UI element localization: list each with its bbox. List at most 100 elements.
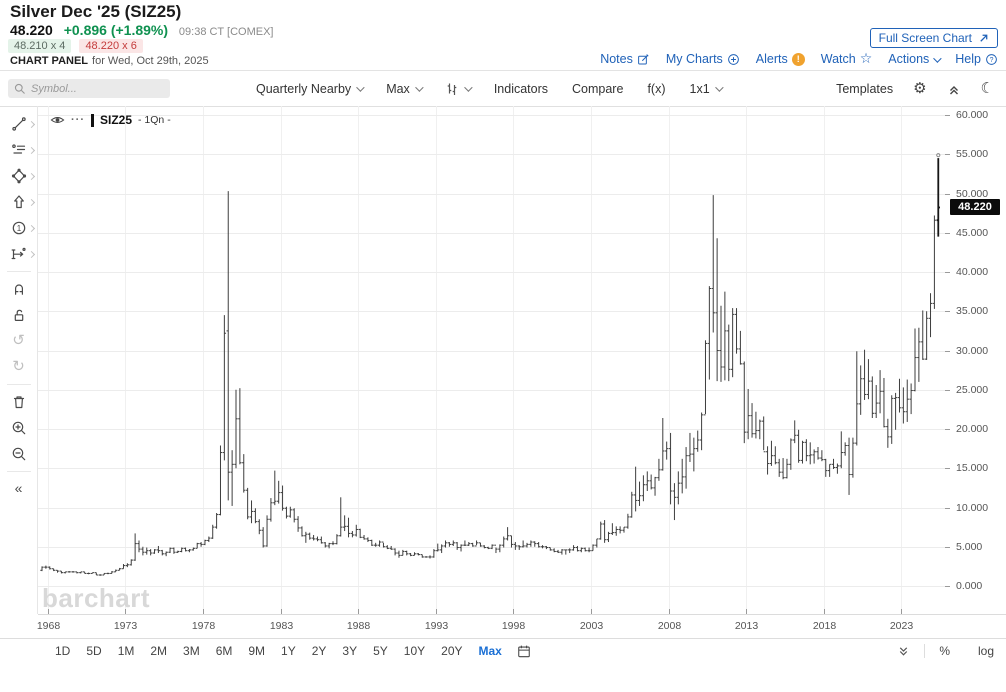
chart-plot-area[interactable]: ··· SIZ25 - 1Qn - barchart (38, 106, 950, 614)
zoom-out-button[interactable] (0, 441, 37, 467)
annotation-tool[interactable] (0, 137, 37, 163)
range-toolbar: 1D 5D 1M 2M 3M 6M 9M 1Y 2Y 3Y 5Y 10Y 20Y Max % log (0, 638, 1006, 663)
caret-down-icon (933, 52, 942, 66)
ask-quote: 48.220 x 6 (79, 39, 143, 53)
y-axis-tick-label: 35.000 (956, 305, 989, 318)
shapes-tool[interactable] (0, 163, 37, 189)
calendar-icon[interactable] (517, 644, 531, 658)
last-bar-marker (936, 153, 941, 158)
range-button-3m[interactable]: 3M (183, 644, 200, 658)
sidebar-separator (6, 271, 31, 272)
range-label: Max (386, 81, 410, 96)
range-button-2m[interactable]: 2M (150, 644, 168, 658)
panel-date: for Wed, Oct 29th, 2025 (92, 55, 209, 67)
x-axis-tick-label: 1978 (191, 620, 216, 632)
magnet-tool[interactable] (0, 276, 37, 302)
header-link-my-charts[interactable]: My Charts (666, 52, 740, 66)
range-button-3y[interactable]: 3Y (342, 644, 358, 658)
header-link-notes[interactable]: Notes (600, 52, 650, 66)
header-link-alerts[interactable]: Alerts! (756, 52, 805, 66)
series-menu-icon[interactable]: ··· (71, 114, 85, 126)
bid-ask-row: 48.210 x 4 48.220 x 6 (8, 39, 148, 53)
grid-layout-dropdown[interactable]: 1x1 (690, 82, 724, 96)
collapse-panel-icon[interactable] (897, 645, 910, 658)
range-button-9m[interactable]: 9M (248, 644, 266, 658)
arrow-tool[interactable] (0, 189, 37, 215)
compare-label: Compare (572, 81, 624, 96)
chevron-down-icon (714, 82, 724, 92)
header-link-label: Help (955, 52, 981, 66)
y-axis-tick-label: 25.000 (956, 383, 989, 396)
price-change: +0.896 (+1.89%) (63, 22, 169, 38)
indicators-button[interactable]: Indicators (494, 82, 548, 96)
header-link-label: Watch (820, 52, 856, 66)
range-button-10y[interactable]: 10Y (403, 644, 426, 658)
chart-legend: ··· SIZ25 - 1Qn - (50, 113, 171, 127)
arrow-tool-icon (11, 194, 27, 210)
collapse-sidebar-button[interactable]: « (0, 476, 37, 502)
shapes-tool-icon (11, 168, 27, 184)
templates-label: Templates (836, 81, 894, 96)
range-button-1y[interactable]: 1Y (281, 644, 296, 658)
y-axis-tick-label: 0.000 (956, 580, 983, 592)
x-axis-tick-label: 2023 (889, 620, 914, 632)
measure-tool-icon (11, 246, 27, 262)
last-price: 48.220 (10, 22, 53, 38)
range-button-20y[interactable]: 20Y (441, 644, 463, 658)
range-button-1d[interactable]: 1D (55, 644, 71, 658)
range-button-5d[interactable]: 5D (86, 644, 102, 658)
range-button-1m[interactable]: 1M (117, 644, 135, 658)
undo-button[interactable]: ↺ (0, 328, 37, 354)
magnet-tool-icon (11, 281, 27, 297)
header-link-label: Alerts (755, 52, 788, 66)
range-button-5y[interactable]: 5Y (373, 644, 388, 658)
sidebar-separator (6, 471, 31, 472)
zoom-in-button[interactable] (0, 415, 37, 441)
header-link-help[interactable]: Help? (955, 52, 998, 66)
dark-mode-moon-icon[interactable]: ☾ (980, 79, 994, 97)
number-annotation-tool[interactable]: 1 (0, 215, 37, 241)
header-link-label: Actions (888, 52, 930, 66)
y-axis-tick-label: 60.000 (956, 109, 989, 121)
header-links: Notes My Charts Alerts! Watch ☆ Actions Help? (600, 52, 998, 66)
percent-scale-button[interactable]: % (939, 644, 950, 658)
annotation-tool-icon (11, 142, 27, 158)
plus-circle-icon (727, 53, 740, 66)
delete-drawings-button[interactable] (0, 389, 37, 415)
log-scale-button[interactable]: log (977, 644, 994, 658)
svg-text:?: ? (990, 56, 994, 63)
header-link-watch[interactable]: Watch ☆ (821, 52, 873, 66)
eye-icon[interactable] (50, 114, 65, 126)
zoom-out-button-icon (11, 446, 27, 462)
x-axis-tick-label: 1968 (36, 620, 61, 632)
full-screen-chart-button[interactable]: Full Screen Chart (869, 28, 998, 48)
measure-tool[interactable] (0, 241, 37, 267)
redo-button-icon: ↻ (12, 357, 25, 375)
redo-button[interactable]: ↻ (0, 354, 37, 380)
symbol-search-input[interactable]: Symbol... (8, 79, 170, 98)
header-link-actions[interactable]: Actions (888, 52, 942, 66)
compare-button[interactable]: Compare (572, 82, 623, 96)
lock-tool[interactable] (0, 302, 37, 328)
range-button-2y[interactable]: 2Y (311, 644, 327, 658)
range-button-6m[interactable]: 6M (215, 644, 233, 658)
time-axis[interactable]: 1968 1973 1978 1983 1988 1993 1998 2003 2008 2013… (37, 614, 1006, 639)
templates-button[interactable]: Templates (836, 82, 893, 96)
x-axis-tick-label: 1983 (269, 620, 294, 632)
expand-chevron-icon (27, 120, 36, 129)
chart-type-dropdown[interactable] (445, 82, 473, 96)
series-color-swatch (91, 113, 94, 127)
trendline-tool[interactable] (0, 111, 37, 137)
current-price-badge: 48.220 (950, 199, 1000, 216)
price-axis[interactable]: 0.000 5.000 10.000 15.000 20.000 25.000 30.000… (950, 106, 1006, 614)
fx-button[interactable]: f(x) (647, 82, 665, 96)
x-axis-tick-label: 1973 (113, 620, 138, 632)
gear-icon[interactable]: ⚙ (913, 79, 927, 97)
ohlc-bar-type-icon (445, 82, 459, 96)
frequency-dropdown[interactable]: Quarterly Nearby (256, 82, 365, 96)
collapse-toolbar-icon[interactable] (947, 82, 961, 96)
range-dropdown[interactable]: Max (386, 81, 424, 96)
y-axis-tick-label: 50.000 (956, 187, 989, 200)
chart-toolbar: Symbol... Quarterly Nearby Max Indicator… (0, 71, 1006, 107)
range-button-max[interactable]: Max (478, 644, 502, 658)
